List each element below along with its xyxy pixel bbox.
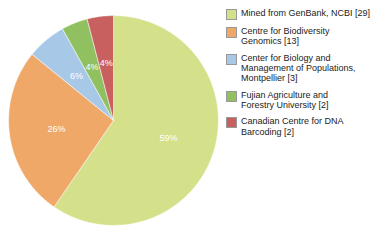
svg-text:4%: 4% — [86, 62, 99, 72]
html-text:Centre for Biodiversity Genomi: Centre for Biodiversity Genomics [13] — [241, 26, 330, 47]
html-text:Fujian Agriculture and Forestr: Fujian Agriculture and Forestry Universi… — [241, 89, 329, 111]
svg-text:4%: 4% — [100, 58, 113, 68]
svg-text:59%: 59% — [160, 133, 178, 143]
svg-text:6%: 6% — [70, 71, 83, 81]
html-text:Mined from GenBank, NCBI [29]: Mined from GenBank, NCBI [29] — [241, 8, 371, 18]
svg-text:26%: 26% — [47, 124, 65, 134]
html-text:Center for Biology and Managem: Center for Biology and Management of Pop… — [241, 52, 356, 84]
html-text:Canadian Centre for DNA Barcod: Canadian Centre for DNA Barcoding [2] — [241, 116, 344, 137]
